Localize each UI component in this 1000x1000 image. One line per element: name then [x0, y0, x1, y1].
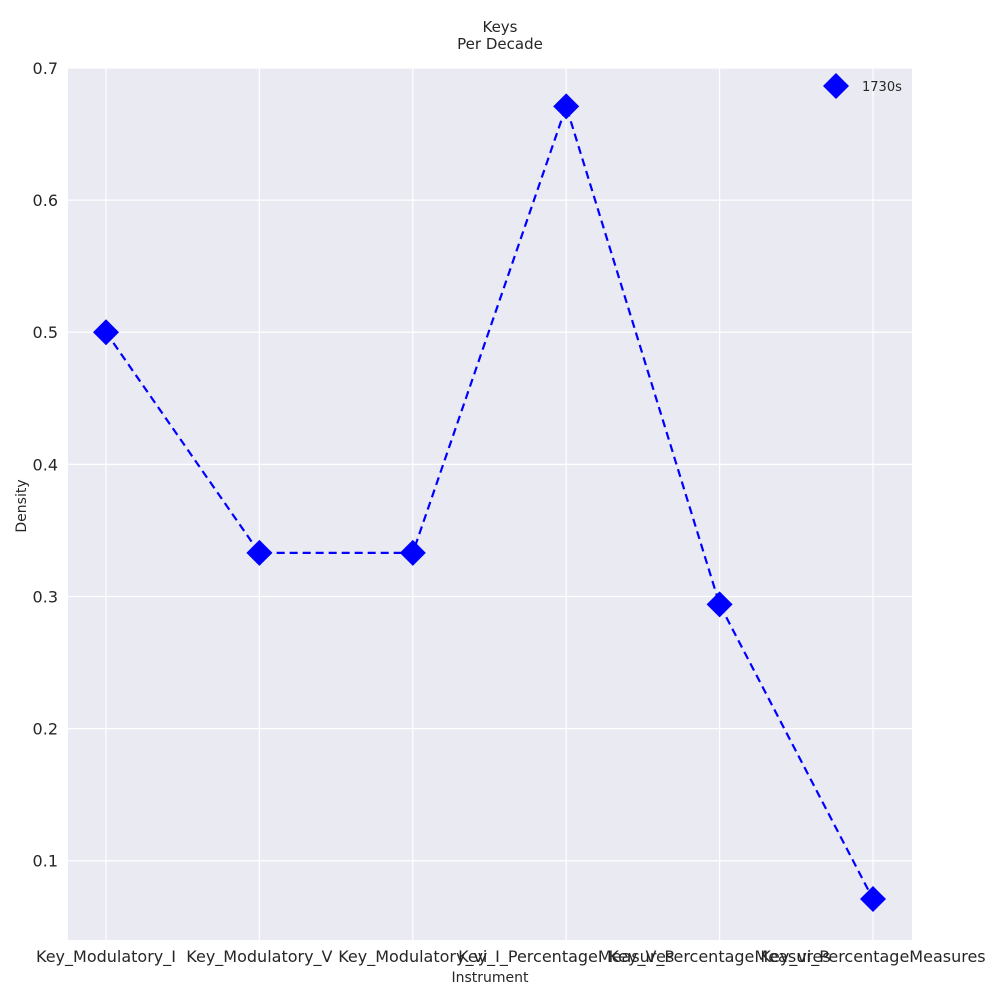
- legend-marker-diamond: [823, 73, 849, 99]
- x-tick-label: Key_Modulatory_V: [186, 947, 332, 967]
- y-tick-label: 0.7: [33, 59, 58, 78]
- y-tick-label: 0.3: [33, 587, 58, 606]
- y-axis-ticks: 0.1 0.2 0.3 0.4 0.5 0.6 0.7: [33, 59, 58, 871]
- data-point-marker: [553, 93, 580, 120]
- x-tick-label: Key_I_PercentageMeasures: [458, 947, 674, 967]
- y-axis-label: Density: [14, 479, 30, 532]
- data-point-marker: [706, 591, 733, 618]
- chart-subtitle: Per Decade: [457, 35, 543, 53]
- series-line: [105, 102, 874, 900]
- x-tick-label: Key_Modulatory_vi: [338, 947, 487, 967]
- x-axis-label: Instrument: [451, 970, 529, 986]
- y-tick-label: 0.5: [33, 323, 58, 342]
- x-tick-label: Key_vi_PercentageMeasures: [760, 947, 985, 967]
- data-point-marker: [860, 886, 886, 913]
- plot-area: [68, 68, 912, 940]
- x-axis-ticks: Key_Modulatory_I Key_Modulatory_V Key_Modu…: [36, 947, 986, 967]
- y-tick-label: 0.2: [33, 720, 58, 739]
- series-layer: [93, 93, 886, 913]
- y-tick-label: 0.1: [33, 852, 58, 871]
- y-tick-label: 0.4: [33, 455, 58, 474]
- x-tick-label: Key_Modulatory_I: [36, 947, 176, 967]
- legend: 1730s: [823, 73, 902, 99]
- legend-label: 1730s: [862, 80, 902, 95]
- data-point-marker: [93, 319, 119, 346]
- grid: [68, 67, 912, 940]
- data-point-marker: [246, 539, 273, 566]
- x-tick-label: Key_V_PercentageMeasures: [608, 947, 830, 967]
- chart-title: Keys: [482, 18, 517, 36]
- y-tick-label: 0.6: [33, 191, 58, 210]
- data-point-marker: [399, 539, 426, 566]
